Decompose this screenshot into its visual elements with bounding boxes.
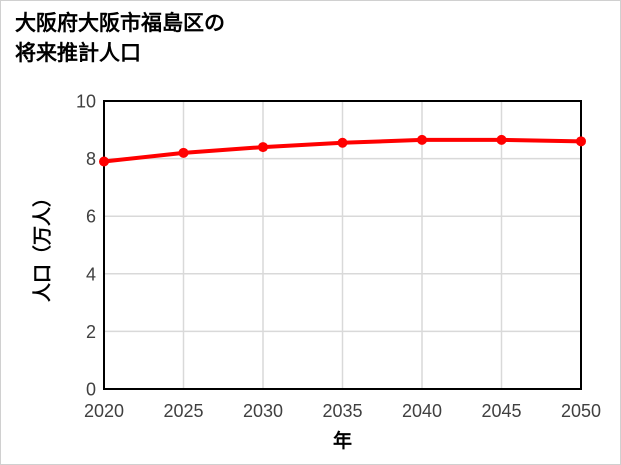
y-tick-label: 8 [86, 149, 96, 169]
y-axis-title: 人口（万人） [32, 187, 54, 303]
chart-title: 大阪府大阪市福島区の 将来推計人口 [15, 9, 225, 69]
data-point [496, 134, 507, 145]
x-tick-label: 2050 [561, 401, 601, 421]
data-point [178, 147, 189, 158]
chart-title-line-2: 将来推計人口 [15, 42, 141, 65]
data-point [337, 137, 348, 148]
x-tick-label: 2045 [481, 401, 521, 421]
data-point [417, 134, 427, 145]
y-tick-label: 2 [86, 322, 96, 342]
x-tick-label: 2035 [322, 401, 362, 421]
x-tick-label: 2030 [243, 401, 283, 421]
x-axis-title: 年 [332, 431, 352, 452]
y-tick-label: 10 [76, 92, 96, 112]
plot-frame [103, 100, 582, 390]
data-point [258, 142, 268, 153]
y-tick-label: 4 [86, 264, 96, 284]
chart-title-line-1: 大阪府大阪市福島区の [15, 12, 225, 35]
data-point [576, 136, 586, 147]
x-tick-label: 2025 [163, 401, 203, 421]
data-point [99, 156, 109, 167]
y-tick-label: 6 [86, 207, 96, 227]
y-tick-label: 0 [86, 380, 96, 400]
x-tick-label: 2040 [402, 401, 442, 421]
x-tick-label: 2020 [84, 401, 124, 421]
